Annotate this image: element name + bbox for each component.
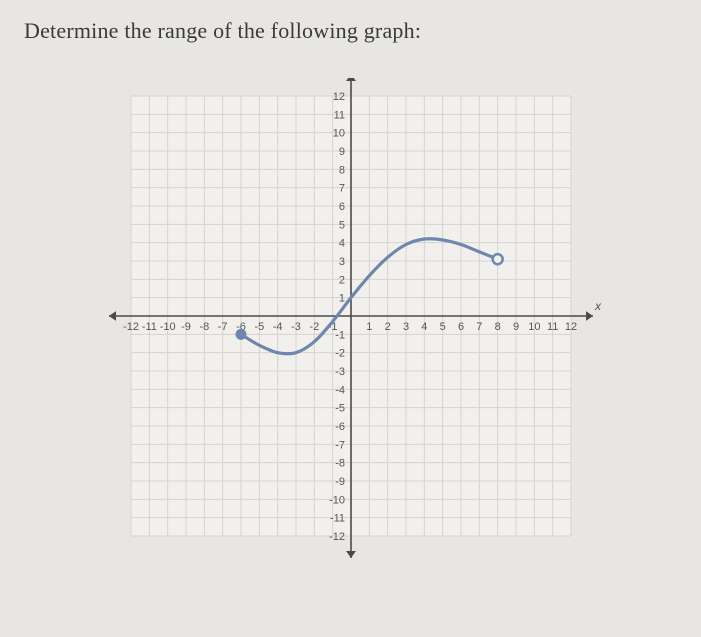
y-tick-label: 4 (338, 238, 344, 250)
x-tick-label: -12 (123, 321, 139, 333)
x-tick-label: -4 (272, 321, 282, 333)
y-tick-label: 9 (338, 146, 344, 158)
y-tick-label: -1 (335, 329, 345, 341)
x-tick-label: 1 (366, 321, 372, 333)
x-tick-label: 4 (421, 321, 427, 333)
x-tick-label: -7 (217, 321, 227, 333)
y-tick-label: -4 (335, 384, 345, 396)
y-tick-label: -10 (329, 494, 345, 506)
y-tick-label: -7 (335, 439, 345, 451)
x-tick-label: -11 (141, 321, 156, 333)
x-tick-label: -8 (199, 321, 209, 333)
x-tick-label: 8 (494, 321, 500, 333)
y-tick-label: 12 (332, 91, 344, 103)
y-tick-label: 10 (332, 128, 344, 140)
x-tick-label: -5 (254, 321, 264, 333)
y-tick-label: -11 (329, 513, 344, 525)
y-tick-label: -12 (329, 531, 345, 543)
x-tick-label: -3 (291, 321, 301, 333)
y-tick-label: -9 (335, 476, 345, 488)
page: Determine the range of the following gra… (0, 0, 701, 637)
y-tick-label: 11 (333, 109, 344, 121)
open-endpoint (492, 254, 502, 264)
cartesian-graph: yx-12-11-10-9-8-7-6-5-4-3-2-112345678910… (86, 78, 616, 598)
x-tick-label: 5 (439, 321, 445, 333)
svg-text:x: x (594, 299, 602, 313)
y-tick-label: 7 (338, 183, 344, 195)
y-tick-label: -5 (335, 403, 345, 415)
y-tick-label: 2 (338, 274, 344, 286)
x-tick-label: 11 (546, 321, 557, 333)
graph-svg: yx-12-11-10-9-8-7-6-5-4-3-2-112345678910… (86, 78, 616, 598)
question-prompt: Determine the range of the following gra… (24, 18, 677, 44)
y-tick-label: -6 (335, 421, 345, 433)
x-tick-label: 12 (564, 321, 576, 333)
graph-container: yx-12-11-10-9-8-7-6-5-4-3-2-112345678910… (24, 78, 677, 598)
x-tick-label: 6 (457, 321, 463, 333)
x-tick-label: 10 (528, 321, 540, 333)
y-tick-label: -2 (335, 348, 345, 360)
y-tick-label: 1 (338, 293, 344, 305)
x-tick-label: 9 (512, 321, 518, 333)
y-tick-label: 8 (338, 164, 344, 176)
y-tick-label: -3 (335, 366, 345, 378)
x-tick-label: -9 (181, 321, 191, 333)
y-tick-label: 6 (338, 201, 344, 213)
x-tick-label: 7 (476, 321, 482, 333)
y-tick-label: 5 (338, 219, 344, 231)
x-tick-label: 2 (384, 321, 390, 333)
closed-endpoint (236, 329, 246, 339)
x-tick-label: 3 (402, 321, 408, 333)
x-tick-label: -2 (309, 321, 319, 333)
x-tick-label: -10 (159, 321, 175, 333)
y-tick-label: -8 (335, 458, 345, 470)
y-tick-label: 3 (338, 256, 344, 268)
